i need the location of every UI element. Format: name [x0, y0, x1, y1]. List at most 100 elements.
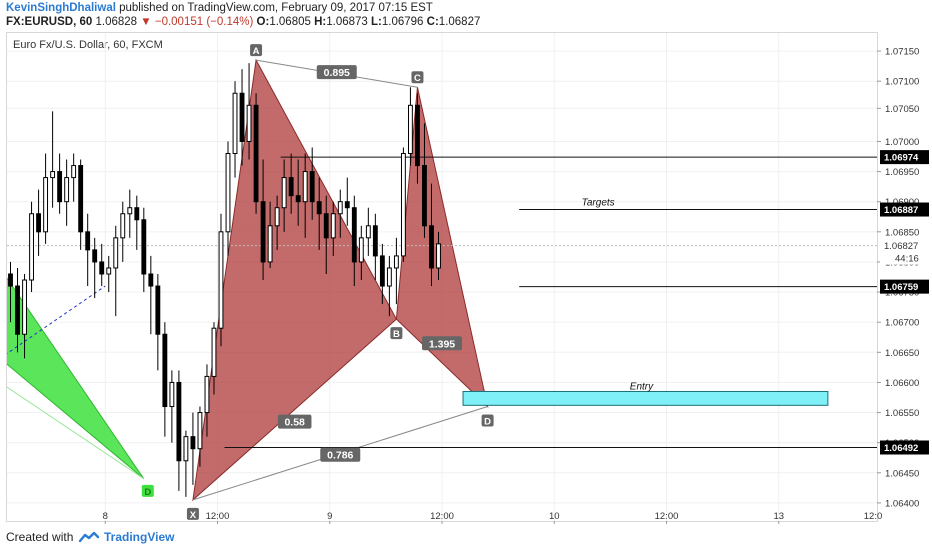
candle [190, 412, 196, 485]
candle-body [400, 152, 406, 257]
y-tick-label: 1.06950 [885, 167, 919, 178]
candle-body [8, 273, 13, 287]
candle [43, 153, 49, 244]
price-chart[interactable]: Euro Fx/U.S. Dollar, 60, FXCM Entry Targe… [0, 0, 932, 524]
entry-label: Entry [630, 381, 654, 392]
candle-body [379, 255, 385, 287]
point-label: X [190, 510, 197, 521]
y-tick-label: 1.07000 [885, 137, 919, 148]
y-tick-label: 1.06700 [885, 318, 919, 329]
candle [415, 93, 420, 184]
low-value: 1.06796 [381, 16, 424, 28]
candle-body [120, 213, 126, 239]
candle [134, 195, 140, 250]
candle [393, 237, 399, 305]
price-level-tag-bg [880, 440, 929, 455]
footer: Created with TradingView [0, 524, 932, 550]
candle [141, 207, 147, 293]
candle [78, 159, 84, 250]
candle-body [274, 207, 280, 227]
candle-body [365, 225, 371, 239]
candle [302, 153, 308, 238]
created-with-text: Created with [6, 530, 74, 544]
prior-pattern-leg [7, 386, 145, 480]
candle [92, 237, 98, 299]
tradingview-brand[interactable]: TradingView [104, 530, 175, 544]
candle [15, 267, 20, 353]
candle [8, 261, 13, 323]
candle-body [155, 285, 161, 335]
candle-body [351, 207, 357, 263]
candle-body [281, 177, 287, 209]
candle-body [302, 171, 308, 203]
candle-body [169, 381, 175, 408]
price-level-tag-bg [880, 279, 929, 294]
prior-pattern-wedge [7, 277, 145, 480]
candle-body [393, 255, 399, 269]
candle-body [407, 104, 413, 154]
tradingview-logo-icon [78, 531, 100, 543]
y-tick-label: 1.06850 [885, 227, 919, 238]
candle [309, 147, 315, 220]
current-price-label: 1.06827 [884, 241, 918, 252]
candle [162, 322, 168, 437]
candle-body [429, 225, 434, 269]
entry-zone [462, 390, 829, 406]
candle-body [134, 207, 140, 221]
candle [22, 273, 27, 359]
y-tick-label: 1.06600 [885, 378, 919, 389]
candle-body [106, 267, 112, 275]
candle-body [246, 104, 252, 142]
candle-body [71, 165, 77, 179]
low-label: L: [371, 16, 382, 28]
candle [372, 213, 378, 281]
candle-body [85, 231, 91, 251]
author-link[interactable]: KevinSinghDhaliwal [6, 2, 116, 14]
candle-body [344, 201, 350, 209]
candle [407, 87, 413, 166]
high-value: 1.06873 [326, 16, 368, 28]
price-level-tag: 1.06887 [880, 202, 929, 217]
price-change: −0.00151 (−0.14%) [154, 16, 254, 28]
down-arrow-icon: ▼ [140, 16, 152, 28]
point-badge [141, 484, 154, 497]
ratio-badge-bg [320, 447, 361, 462]
candle [64, 159, 70, 226]
candle-body [113, 237, 119, 269]
point-badge [186, 507, 199, 520]
y-tick-label: 1.06650 [885, 348, 919, 359]
candle-body [225, 152, 231, 233]
pattern-point-a: A [250, 44, 263, 57]
candle [50, 111, 56, 208]
y-tick-label: 1.07050 [885, 104, 919, 115]
candle [176, 370, 182, 491]
ratio-badge: 0.786 [320, 447, 361, 462]
point-badge [250, 44, 263, 57]
candle [274, 195, 280, 250]
candle-body [436, 243, 441, 269]
ratio-label: 0.786 [327, 450, 353, 462]
price-level-tag-label: 1.06492 [884, 443, 918, 454]
candle [232, 81, 238, 178]
candle-body [92, 249, 98, 263]
candle-body [127, 207, 133, 215]
candle-body [295, 195, 301, 203]
targets-label: Targets [582, 198, 615, 209]
ratio-badge: 0.895 [316, 65, 357, 80]
x-tick-label: 8 [103, 511, 108, 522]
candle [386, 255, 392, 317]
close-value: 1.06827 [438, 16, 481, 28]
candle [155, 273, 161, 371]
candle [169, 370, 175, 443]
candle-body [372, 225, 378, 257]
x-tick-label: 12:0 [864, 511, 883, 522]
candle [120, 201, 126, 262]
ratio-badge: 1.395 [422, 336, 462, 351]
candle [225, 141, 231, 256]
pattern-point-b: B [390, 327, 403, 340]
candle [239, 69, 245, 166]
pattern-point-d: D [481, 414, 494, 428]
candle [429, 183, 434, 287]
candle-body [267, 225, 273, 263]
candle-body [260, 201, 266, 263]
